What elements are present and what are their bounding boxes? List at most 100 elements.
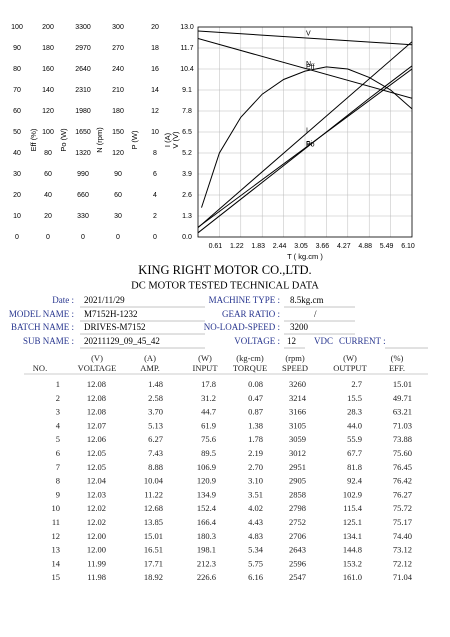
y-tick-label: 2.6	[182, 192, 192, 199]
table-cell: 15.01	[393, 379, 412, 389]
table-cell: 180.3	[197, 531, 216, 541]
table-cell: 12.00	[87, 545, 106, 555]
y-tick-label: 90	[114, 171, 122, 178]
column-header: INPUT	[192, 363, 218, 373]
x-tick-label: 4.27	[337, 243, 351, 250]
y-tick-label: 11.7	[180, 45, 193, 52]
series-label: I	[306, 127, 308, 134]
table-cell: 8.88	[148, 462, 163, 472]
y-tick-label: 16	[151, 66, 159, 73]
table-cell: 3.70	[148, 407, 163, 417]
axis-label: Po (W)	[59, 128, 68, 152]
table-cell: 17.8	[201, 379, 216, 389]
y-tick-label: 0	[116, 234, 120, 241]
column-unit: (W)	[198, 353, 212, 363]
table-cell: 161.0	[343, 572, 362, 582]
table-cell: 12.05	[87, 462, 106, 472]
table-cell: 75.72	[393, 503, 412, 513]
table-cell: 115.4	[343, 503, 363, 513]
table-cell: 144.8	[343, 545, 362, 555]
table-cell: 15.5	[347, 393, 362, 403]
table-cell: 6	[56, 448, 60, 458]
y-tick-label: 60	[44, 171, 52, 178]
y-tick-label: 80	[13, 66, 21, 73]
y-tick-label: 10	[151, 129, 159, 136]
y-tick-label: 0	[81, 234, 85, 241]
table-cell: 12.03	[87, 489, 106, 499]
table-cell: 3.51	[248, 489, 263, 499]
table-cell: 6.27	[148, 434, 163, 444]
y-tick-label: 7.8	[182, 108, 192, 115]
axis-label: Eff (%)	[29, 128, 38, 151]
table-cell: 10.04	[144, 476, 164, 486]
column-header: AMP.	[140, 363, 160, 373]
column-header: VOLTAGE	[78, 363, 117, 373]
y-tick-label: 3.9	[182, 171, 192, 178]
x-tick-label: 2.44	[273, 243, 287, 250]
table-cell: 5.34	[248, 545, 264, 555]
table-cell: 75.17	[393, 517, 412, 527]
table-cell: 75.60	[393, 448, 412, 458]
axis-label: V (V)	[171, 131, 180, 149]
y-tick-label: 0	[15, 234, 19, 241]
table-cell: 11	[52, 517, 60, 527]
y-tick-label: 140	[42, 87, 54, 94]
table-cell: 3214	[289, 393, 307, 403]
table-cell: 4.02	[248, 503, 263, 513]
table-cell: 76.45	[393, 462, 412, 472]
y-tick-label: 200	[42, 24, 54, 31]
column-header: SPEED	[282, 363, 308, 373]
table-cell: 63.21	[393, 407, 412, 417]
table-cell: 2596	[289, 558, 306, 568]
table-cell: 3	[56, 407, 60, 417]
x-tick-label: 1.83	[251, 243, 265, 250]
axis-label: N (rpm)	[95, 127, 104, 153]
y-tick-label: 1980	[75, 108, 91, 115]
y-tick-label: 70	[13, 87, 21, 94]
x-tick-label: 6.10	[401, 243, 415, 250]
table-cell: 15.01	[144, 531, 163, 541]
table-cell: 3105	[289, 420, 306, 430]
y-tick-label: 5.2	[182, 150, 192, 157]
table-cell: 12.08	[87, 379, 106, 389]
y-tick-label: 100	[11, 24, 23, 31]
y-tick-label: 1650	[75, 129, 91, 136]
table-cell: 13	[52, 545, 61, 555]
table-cell: 61.9	[201, 420, 216, 430]
series-label: N	[306, 61, 311, 68]
table-cell: 152.4	[197, 503, 217, 513]
table-cell: 12.68	[144, 503, 163, 513]
table-cell: 125.1	[343, 517, 362, 527]
y-tick-label: 160	[42, 66, 54, 73]
series-label: Pi	[306, 141, 313, 148]
y-tick-label: 30	[13, 171, 21, 178]
table-cell: 76.27	[393, 489, 412, 499]
table-cell: 13.85	[144, 517, 163, 527]
table-cell: 2.70	[248, 462, 263, 472]
x-tick-label: 5.49	[380, 243, 394, 250]
table-cell: 49.71	[393, 393, 412, 403]
y-tick-label: 20	[151, 24, 159, 31]
table-cell: 3.10	[248, 476, 263, 486]
curve	[198, 38, 412, 99]
x-tick-label: 0.61	[209, 243, 223, 250]
table-cell: 2752	[289, 517, 306, 527]
table-cell: 106.9	[197, 462, 216, 472]
table-cell: 5.75	[248, 558, 263, 568]
field-label: GEAR RATIO :	[222, 309, 280, 319]
table-cell: 12.02	[87, 503, 106, 513]
y-tick-label: 80	[44, 150, 52, 157]
table-cell: 74.40	[393, 531, 412, 541]
curve	[198, 65, 412, 234]
y-tick-label: 20	[44, 213, 52, 220]
y-tick-label: 1.3	[182, 213, 192, 220]
field-value: 3200	[290, 322, 309, 332]
y-tick-label: 40	[44, 192, 52, 199]
curve	[198, 30, 412, 46]
y-tick-label: 10	[13, 213, 21, 220]
table-cell: 226.6	[197, 572, 216, 582]
table-cell: 2643	[289, 545, 306, 555]
table-cell: 3012	[289, 448, 306, 458]
table-cell: 31.2	[201, 393, 216, 403]
